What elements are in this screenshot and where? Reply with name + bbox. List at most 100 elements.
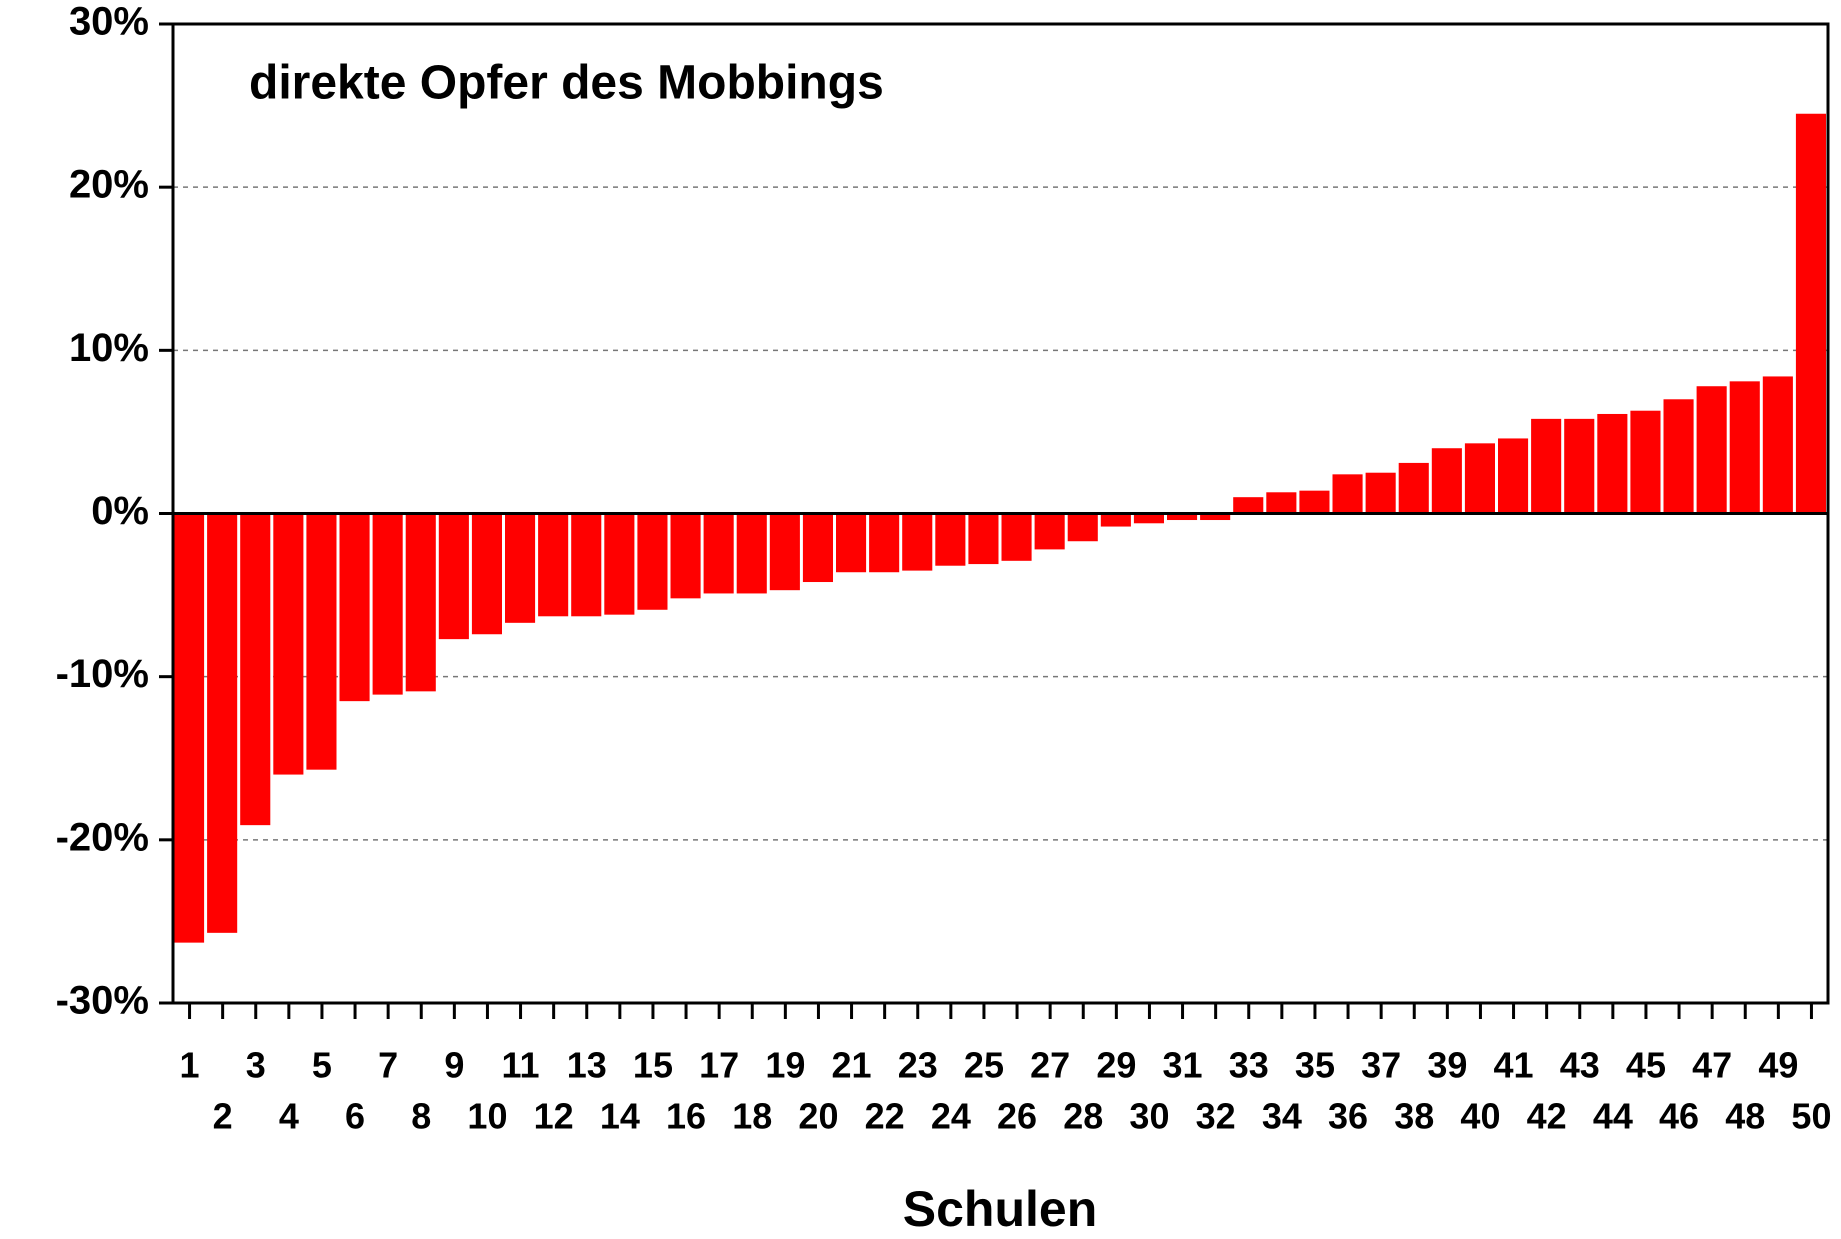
x-tick-label: 1: [180, 1045, 200, 1086]
x-tick-label: 3: [246, 1045, 266, 1086]
x-tick-label: 8: [411, 1096, 431, 1137]
bar: [1001, 513, 1032, 561]
x-tick-label: 46: [1659, 1096, 1699, 1137]
y-tick-label: 0%: [91, 489, 149, 533]
x-tick-label: 16: [666, 1096, 706, 1137]
x-tick-label: 4: [279, 1096, 299, 1137]
x-tick-label: 30: [1129, 1096, 1169, 1137]
bar: [1729, 381, 1760, 514]
x-tick-label: 45: [1626, 1045, 1666, 1086]
plot-frame: [171, 22, 1830, 1005]
y-tick-label: -20%: [56, 815, 149, 859]
bar: [207, 513, 238, 933]
bar: [306, 513, 337, 770]
bar: [1464, 443, 1495, 514]
bar: [670, 513, 701, 599]
x-tick-label: 2: [213, 1096, 233, 1137]
bar: [1233, 497, 1264, 514]
x-tick-label: 23: [898, 1045, 938, 1086]
bar: [1266, 492, 1297, 514]
bar: [1067, 513, 1098, 542]
x-tick-label: 13: [567, 1045, 607, 1086]
bar: [1696, 386, 1727, 514]
x-tick-label: 32: [1196, 1096, 1236, 1137]
x-tick-label: 26: [997, 1096, 1037, 1137]
x-tick-label: 33: [1229, 1045, 1269, 1086]
x-tick-label: 28: [1063, 1096, 1103, 1137]
bar: [1531, 418, 1562, 514]
bar: [1167, 513, 1198, 521]
x-tick-label: 38: [1394, 1096, 1434, 1137]
bar: [1762, 376, 1793, 514]
x-axis-label: Schulen: [903, 1181, 1097, 1237]
bar: [538, 513, 569, 617]
y-tick-label: 30%: [69, 0, 149, 44]
x-tick-label: 9: [444, 1045, 464, 1086]
bar: [174, 513, 205, 943]
bar: [1431, 448, 1462, 514]
bar: [1332, 474, 1363, 514]
x-tick-label: 5: [312, 1045, 332, 1086]
bar: [339, 513, 370, 702]
x-tick-label: 43: [1560, 1045, 1600, 1086]
bar: [1398, 462, 1429, 514]
x-tick-label: 7: [378, 1045, 398, 1086]
bar: [836, 513, 867, 573]
x-tick-label: 25: [964, 1045, 1004, 1086]
x-tick-label: 10: [467, 1096, 507, 1137]
bar: [1034, 513, 1065, 550]
x-tick-label: 15: [633, 1045, 673, 1086]
y-tick-label: 20%: [69, 163, 149, 207]
x-tick-label: 48: [1725, 1096, 1765, 1137]
bar: [802, 513, 833, 583]
x-tick-label: 11: [502, 1045, 540, 1086]
x-tick-label: 24: [931, 1096, 971, 1137]
x-tick-label: 44: [1593, 1096, 1633, 1137]
bar: [736, 513, 767, 594]
x-tick-label: 36: [1328, 1096, 1368, 1137]
x-tick-label: 6: [345, 1096, 365, 1137]
bar: [637, 513, 668, 610]
bar: [1100, 513, 1131, 527]
x-tick-label: 34: [1262, 1096, 1302, 1137]
y-tick-label: -10%: [56, 652, 149, 696]
bar: [471, 513, 502, 635]
bar: [372, 513, 403, 695]
bar: [1663, 399, 1694, 514]
bar: [769, 513, 800, 591]
x-tick-label: 39: [1427, 1045, 1467, 1086]
bar: [1365, 472, 1396, 514]
y-tick-label: 10%: [69, 326, 149, 370]
x-tick-label: 12: [534, 1096, 574, 1137]
bar: [240, 513, 271, 826]
x-tick-label: 42: [1527, 1096, 1567, 1137]
x-tick-label: 18: [732, 1096, 772, 1137]
x-tick-label: 19: [765, 1045, 805, 1086]
bar: [438, 513, 469, 640]
chart-title: direkte Opfer des Mobbings: [249, 57, 884, 110]
bar: [968, 513, 999, 565]
x-tick-label: 47: [1692, 1045, 1732, 1086]
x-tick-label: 50: [1791, 1096, 1831, 1137]
x-tick-label: 31: [1163, 1045, 1203, 1086]
x-tick-label: 20: [798, 1096, 838, 1137]
bar: [505, 513, 536, 623]
bar: [405, 513, 436, 692]
bar: [869, 513, 900, 573]
y-tick-label: -30%: [56, 979, 149, 1023]
bar: [1299, 490, 1330, 514]
bar: [1498, 438, 1529, 514]
x-tick-label: 40: [1460, 1096, 1500, 1137]
bar: [1200, 513, 1231, 521]
x-tick-label: 17: [699, 1045, 739, 1086]
bar: [1795, 113, 1826, 514]
x-tick-label: 37: [1361, 1045, 1401, 1086]
x-tick-label: 35: [1295, 1045, 1335, 1086]
bar: [273, 513, 304, 775]
bar: [1133, 513, 1164, 524]
bar: [902, 513, 933, 571]
bar: [1630, 410, 1661, 514]
bar: [571, 513, 602, 617]
bar: [935, 513, 966, 566]
